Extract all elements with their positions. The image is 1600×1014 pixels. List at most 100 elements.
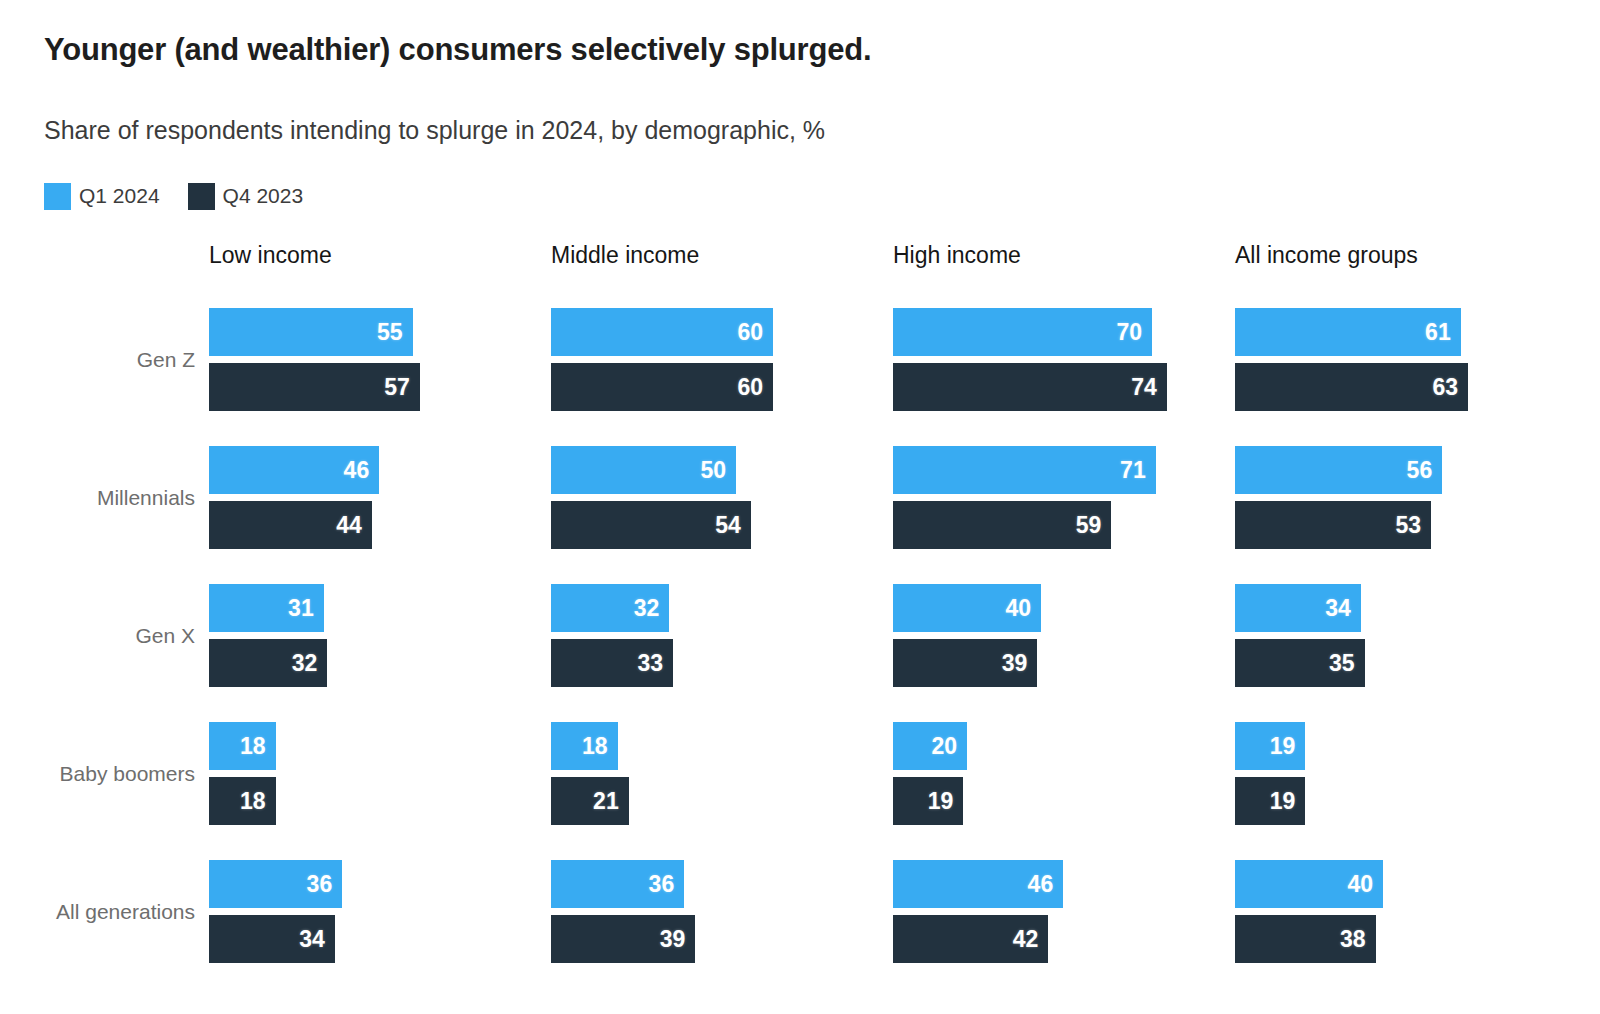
bar-pair: 1818 <box>209 722 551 825</box>
bar-pair: 2019 <box>893 722 1235 825</box>
generation-row-gen-x: Gen X3132323340393435 <box>44 567 1600 705</box>
bar-value-label: 36 <box>649 871 675 898</box>
row-label-all-generations: All generations <box>44 900 209 924</box>
legend-item-q4-2023: Q4 2023 <box>188 183 304 210</box>
bar-value-label: 40 <box>1347 871 1373 898</box>
bar-cell-gen-z-low-income: 55 57 <box>209 308 551 411</box>
bar-cell-all-generations-high-income: 4642 <box>893 860 1235 963</box>
bar-value-label: 71 <box>1120 457 1146 484</box>
bar-q4-2023: 63 <box>1235 363 1468 411</box>
bar-cell-millennials-middle-income: 50 54 <box>551 446 893 549</box>
bar-q1-2024: 40 <box>1235 860 1383 908</box>
bar-value-label: 39 <box>660 926 686 953</box>
bar-pair: 4642 <box>893 860 1235 963</box>
bar-pair: 34 35 <box>1235 584 1577 687</box>
bar-q1-2024: 56 <box>1235 446 1442 494</box>
row-label-baby-boomers: Baby boomers <box>44 762 209 786</box>
bar-value-label: 44 <box>336 512 362 539</box>
bar-pair: 55 57 <box>209 308 551 411</box>
bar-value-label: 60 <box>737 319 763 346</box>
bar-value-label: 31 <box>288 595 314 622</box>
bar-q4-2023: 54 <box>551 501 751 549</box>
bar-value-label: 57 <box>384 374 410 401</box>
legend-item-q1-2024: Q1 2024 <box>44 183 160 210</box>
bar-value-label: 59 <box>1076 512 1102 539</box>
bar-cell-gen-z-middle-income: 6060 <box>551 308 893 411</box>
bar-q4-2023: 53 <box>1235 501 1431 549</box>
bar-value-label: 19 <box>1270 733 1296 760</box>
bar-pair: 40 38 <box>1235 860 1577 963</box>
bar-value-label: 20 <box>931 733 957 760</box>
bar-pair: 71 59 <box>893 446 1235 549</box>
bar-value-label: 50 <box>700 457 726 484</box>
bar-pair: 1821 <box>551 722 893 825</box>
bar-q1-2024: 32 <box>551 584 669 632</box>
bar-q1-2024: 36 <box>551 860 684 908</box>
bar-q4-2023: 18 <box>209 777 276 825</box>
bar-value-label: 18 <box>240 733 266 760</box>
bar-q1-2024: 55 <box>209 308 413 356</box>
bar-q4-2023: 35 <box>1235 639 1365 687</box>
bar-cell-all-generations-middle-income: 36 39 <box>551 860 893 963</box>
bar-pair: 56 53 <box>1235 446 1577 549</box>
bar-cell-gen-x-all-income-groups: 34 35 <box>1235 584 1577 687</box>
bar-pair: 6060 <box>551 308 893 411</box>
bar-q1-2024: 61 <box>1235 308 1461 356</box>
bar-q1-2024: 60 <box>551 308 773 356</box>
bar-value-label: 63 <box>1433 374 1459 401</box>
bar-pair: 3233 <box>551 584 893 687</box>
bar-cell-gen-z-high-income: 7074 <box>893 308 1235 411</box>
generation-row-all-generations: All generations 36 34 36 39 4642 40 38 <box>44 843 1600 981</box>
bar-value-label: 53 <box>1396 512 1422 539</box>
bar-q4-2023: 44 <box>209 501 372 549</box>
bar-q4-2023: 19 <box>1235 777 1305 825</box>
bar-pair: 36 34 <box>209 860 551 963</box>
row-label-gen-z: Gen Z <box>44 348 209 372</box>
column-header-low-income: Low income <box>209 242 551 269</box>
bar-cell-all-generations-all-income-groups: 40 38 <box>1235 860 1577 963</box>
legend-label-q4-2023: Q4 2023 <box>223 184 304 208</box>
bar-q4-2023: 33 <box>551 639 673 687</box>
bar-cell-gen-x-low-income: 31 32 <box>209 584 551 687</box>
bar-pair: 46 44 <box>209 446 551 549</box>
bar-cell-gen-x-middle-income: 3233 <box>551 584 893 687</box>
bar-value-label: 18 <box>240 788 266 815</box>
bar-q4-2023: 34 <box>209 915 335 963</box>
bar-value-label: 46 <box>344 457 370 484</box>
bar-q1-2024: 40 <box>893 584 1041 632</box>
legend-swatch-q4-2023 <box>188 183 215 210</box>
bar-value-label: 70 <box>1116 319 1142 346</box>
bar-q4-2023: 21 <box>551 777 629 825</box>
bar-value-label: 55 <box>377 319 403 346</box>
bar-q1-2024: 46 <box>209 446 379 494</box>
bar-value-label: 19 <box>928 788 954 815</box>
bar-cell-all-generations-low-income: 36 34 <box>209 860 551 963</box>
bar-q4-2023: 32 <box>209 639 327 687</box>
bar-q1-2024: 20 <box>893 722 967 770</box>
chart-title: Younger (and wealthier) consumers select… <box>44 32 1600 68</box>
bar-pair: 4039 <box>893 584 1235 687</box>
generation-row-millennials: Millennials 46 44 50 54 71 59 56 53 <box>44 429 1600 567</box>
bar-value-label: 54 <box>715 512 741 539</box>
bar-cell-millennials-all-income-groups: 56 53 <box>1235 446 1577 549</box>
chart-figure: Younger (and wealthier) consumers select… <box>0 0 1600 1014</box>
row-label-millennials: Millennials <box>44 486 209 510</box>
bar-q1-2024: 19 <box>1235 722 1305 770</box>
bar-value-label: 36 <box>307 871 333 898</box>
bar-value-label: 35 <box>1329 650 1355 677</box>
grouped-bar-grid: Low incomeMiddle incomeHigh incomeAll in… <box>44 242 1600 981</box>
bar-pair: 1919 <box>1235 722 1577 825</box>
column-header-high-income: High income <box>893 242 1235 269</box>
bar-cell-baby-boomers-all-income-groups: 1919 <box>1235 722 1577 825</box>
bar-q4-2023: 42 <box>893 915 1048 963</box>
column-header-middle-income: Middle income <box>551 242 893 269</box>
bar-value-label: 38 <box>1340 926 1366 953</box>
bar-pair: 50 54 <box>551 446 893 549</box>
bar-q1-2024: 31 <box>209 584 324 632</box>
bar-q1-2024: 71 <box>893 446 1156 494</box>
bar-cell-millennials-low-income: 46 44 <box>209 446 551 549</box>
bar-q4-2023: 59 <box>893 501 1111 549</box>
bar-q1-2024: 70 <box>893 308 1152 356</box>
bar-value-label: 34 <box>1325 595 1351 622</box>
legend-swatch-q1-2024 <box>44 183 71 210</box>
